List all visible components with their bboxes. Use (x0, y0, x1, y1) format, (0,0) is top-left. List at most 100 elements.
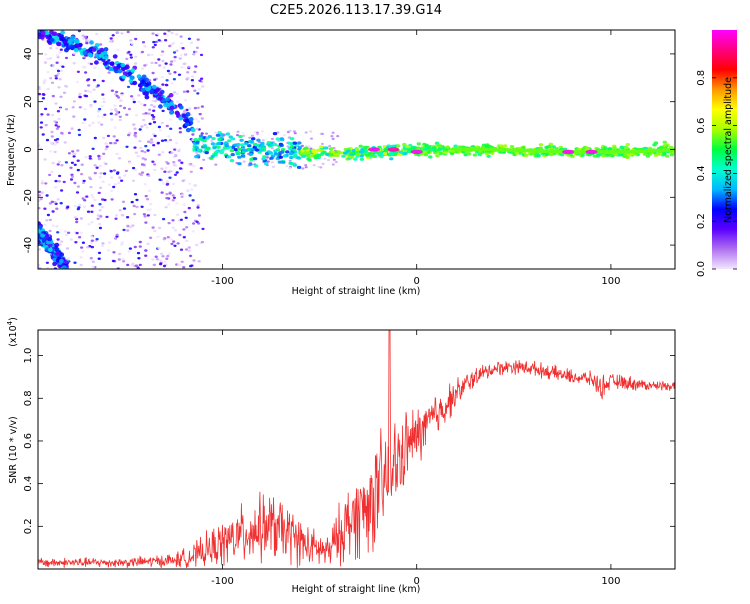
noise-pixel (120, 241, 124, 244)
noise-pixel (105, 215, 109, 219)
noise-pixel (55, 225, 59, 228)
noise-pixel (39, 197, 43, 201)
noise-pixel (140, 171, 145, 174)
noise-pixel (102, 100, 106, 104)
noise-pixel (43, 158, 47, 161)
noise-pixel (176, 213, 180, 216)
noise-pixel (272, 165, 275, 168)
noise-pixel (143, 215, 147, 218)
noise-pixel (191, 230, 195, 233)
noise-pixel (194, 65, 198, 68)
spectral-pixel (281, 160, 286, 164)
noise-pixel (183, 99, 188, 102)
spectral-pixel (99, 47, 105, 53)
noise-pixel (336, 135, 340, 138)
noise-pixel (120, 93, 124, 97)
noise-pixel (166, 236, 170, 239)
spectral-pixel (155, 87, 161, 93)
noise-pixel (79, 231, 83, 234)
noise-pixel (109, 170, 113, 173)
noise-pixel (90, 204, 94, 207)
noise-pixel (242, 160, 246, 163)
noise-pixel (50, 81, 55, 85)
spectral-pixel (184, 118, 190, 123)
noise-pixel (126, 30, 130, 34)
noise-pixel (51, 113, 55, 117)
noise-pixel (73, 163, 77, 166)
noise-pixel (66, 206, 70, 209)
spectral-pixel (538, 143, 544, 147)
noise-pixel (196, 92, 200, 95)
noise-pixel (89, 185, 93, 189)
noise-pixel (91, 121, 95, 125)
noise-pixel (38, 87, 41, 91)
noise-pixel (97, 121, 101, 124)
spectral-pixel (219, 133, 225, 137)
spectral-pixel (132, 80, 138, 86)
noise-pixel (172, 163, 176, 167)
noise-pixel (153, 213, 157, 217)
noise-pixel (183, 52, 187, 56)
noise-pixel (190, 41, 194, 44)
noise-pixel (134, 55, 138, 59)
noise-pixel (129, 53, 133, 56)
noise-pixel (334, 160, 338, 164)
colorbar-tick-label: 0.0 (696, 261, 707, 277)
noise-pixel (56, 198, 60, 201)
noise-pixel (195, 220, 199, 223)
spectral-pixel (158, 104, 163, 109)
noise-pixel (143, 150, 147, 154)
spectral-pixel (236, 151, 241, 155)
spectral-pixel (103, 55, 109, 60)
noise-pixel (109, 37, 113, 40)
spectral-pixel (190, 128, 196, 133)
spectral-pixel (54, 247, 60, 252)
spectral-pixel (64, 48, 69, 53)
noise-pixel (151, 99, 155, 103)
spectral-pixel (211, 136, 216, 141)
noise-pixel (88, 176, 92, 179)
noise-pixel (292, 130, 296, 133)
noise-pixel (133, 212, 137, 216)
spectral-pixel (377, 152, 382, 157)
spectral-pixel (139, 80, 145, 85)
noise-pixel (38, 263, 41, 267)
noise-pixel (38, 92, 41, 96)
noise-pixel (160, 75, 164, 79)
noise-pixel (57, 180, 61, 183)
noise-pixel (173, 148, 177, 151)
noise-pixel (164, 206, 168, 209)
noise-pixel (167, 203, 171, 206)
noise-pixel (69, 178, 74, 181)
noise-pixel (86, 210, 91, 213)
noise-pixel (90, 193, 94, 197)
noise-pixel (121, 257, 125, 261)
spectral-pixel (266, 141, 271, 145)
noise-pixel (164, 39, 168, 42)
noise-pixel (236, 130, 240, 133)
spectral-pixel (273, 152, 278, 156)
noise-pixel (83, 199, 87, 202)
spectral-pixel (463, 153, 468, 157)
noise-pixel (191, 133, 195, 136)
noise-pixel (202, 158, 206, 161)
noise-pixel (320, 142, 324, 145)
noise-pixel (160, 54, 164, 57)
noise-pixel (177, 148, 182, 151)
noise-pixel (58, 78, 62, 81)
spectral-pixel (94, 60, 99, 65)
noise-pixel (76, 70, 80, 74)
noise-pixel (182, 266, 186, 269)
spectral-pixel (240, 143, 245, 147)
noise-pixel (195, 151, 199, 154)
noise-pixel (170, 82, 174, 85)
noise-pixel (288, 167, 292, 170)
noise-pixel (188, 107, 192, 110)
noise-pixel (266, 160, 270, 163)
spectral-pixel (136, 74, 142, 79)
spectral-pixel (328, 147, 334, 151)
noise-pixel (187, 249, 191, 252)
noise-pixel (162, 66, 166, 69)
spectral-pixel (202, 139, 207, 143)
noise-pixel (73, 261, 77, 264)
